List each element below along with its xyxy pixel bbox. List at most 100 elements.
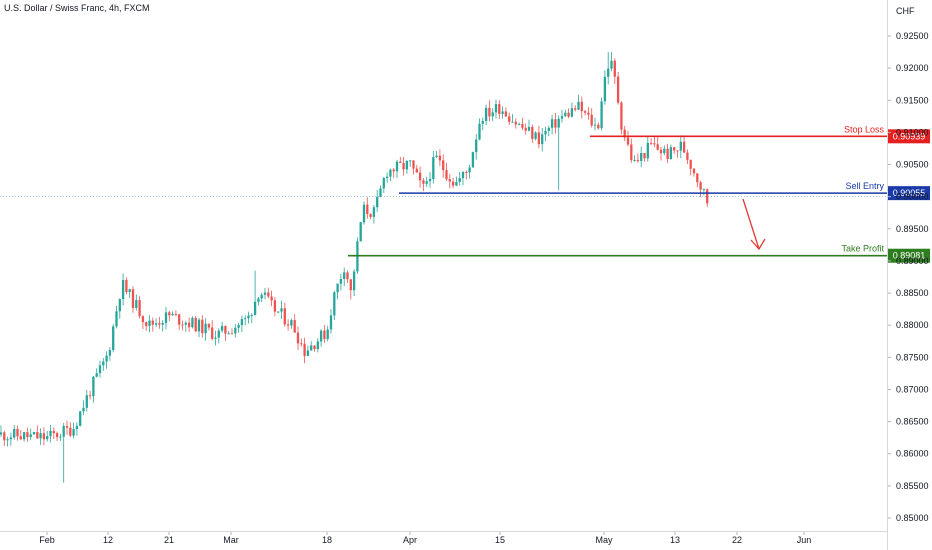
candle [547,125,550,137]
price-tick-label: 0.86500 [896,417,929,427]
candle [39,428,42,445]
candle [402,157,405,176]
candle [557,115,560,191]
candle [560,109,564,123]
candle [257,296,260,306]
candle [524,123,527,135]
candle [527,119,531,132]
candle [16,425,19,441]
candle [13,424,16,440]
candle [211,320,214,341]
take-profit-level[interactable]: Take Profit 0.89081 [348,244,930,263]
candle [640,146,643,168]
sell-entry-price-text: 0.90055 [893,188,926,198]
candle [6,436,9,447]
price-tick-label: 0.92500 [896,31,929,41]
price-tick-label: 0.90000 [896,192,929,202]
candle [62,422,65,483]
candle [148,315,151,333]
candle [603,70,607,105]
candle [98,360,102,378]
candles-layer [0,52,709,483]
time-tick-label: 21 [164,535,174,545]
candle [501,106,504,119]
time-tick-label: 22 [732,535,742,545]
time-tick-label: May [595,535,613,545]
price-tick-label: 0.91500 [896,95,929,105]
candle [504,107,508,117]
candle [587,107,590,120]
candle [435,150,438,158]
candle [300,338,303,347]
candle [570,102,574,118]
candle [306,345,310,357]
stop-loss-level[interactable]: Stop Loss 0.90939 [590,124,930,144]
candle [682,135,686,153]
candle [273,297,277,317]
time-tick-label: 15 [495,535,505,545]
candle [620,101,623,135]
candle [237,322,240,333]
candle [178,313,181,330]
candle [303,337,306,364]
candle [9,432,13,446]
candle [79,411,82,427]
candle [541,127,544,152]
candle [577,94,580,111]
candle [296,326,300,350]
candle [679,135,682,159]
candle [659,146,663,161]
candle [613,58,616,85]
candle [319,329,323,347]
candle [42,427,46,446]
candle [399,156,402,164]
candle [475,134,478,160]
sell-entry-level[interactable]: Sell Entry 0.90055 [399,181,930,201]
projection-arrow [742,198,766,251]
take-profit-price-text: 0.89081 [893,251,926,261]
candle [59,433,62,441]
take-profit-label: Take Profit [841,244,884,254]
candle [145,321,148,331]
candle [425,176,428,188]
candle [158,316,161,329]
candle [326,325,329,342]
price-tick-label: 0.87000 [896,384,929,394]
candle [412,160,415,175]
candle [138,296,141,319]
price-tick-label: 0.85500 [896,481,929,491]
candle [643,152,646,162]
candle [26,427,29,442]
candle [415,165,418,173]
stop-loss-price-tag [888,129,930,144]
candle [405,160,409,174]
candle [663,145,666,156]
candle [478,118,481,141]
candle [32,431,36,435]
candle [164,306,168,330]
time-tick-label: 13 [670,535,680,545]
candle [267,287,270,299]
candle [154,318,158,328]
time-axis[interactable]: Feb 12 21 Mar 18 Apr 15 May 13 22 Jun [39,532,811,545]
candle [135,294,138,311]
candle [352,269,356,297]
currency-label[interactable]: CHF [896,6,915,16]
price-axis[interactable]: 0.92500 0.92000 0.91500 0.91000 0.90500 0.900… [888,31,929,523]
candle [574,105,577,112]
candle [422,177,425,192]
candle [442,154,445,178]
candle [438,149,442,167]
time-tick-label: Jun [797,535,812,545]
candle [95,368,98,378]
candle [65,420,69,435]
candle [432,150,435,184]
candle [161,320,164,332]
candle [125,277,128,295]
candle [626,130,630,147]
price-tick-label: 0.88000 [896,320,929,330]
candle [610,52,613,72]
stop-loss-label: Stop Loss [844,124,885,134]
candle [181,320,184,331]
